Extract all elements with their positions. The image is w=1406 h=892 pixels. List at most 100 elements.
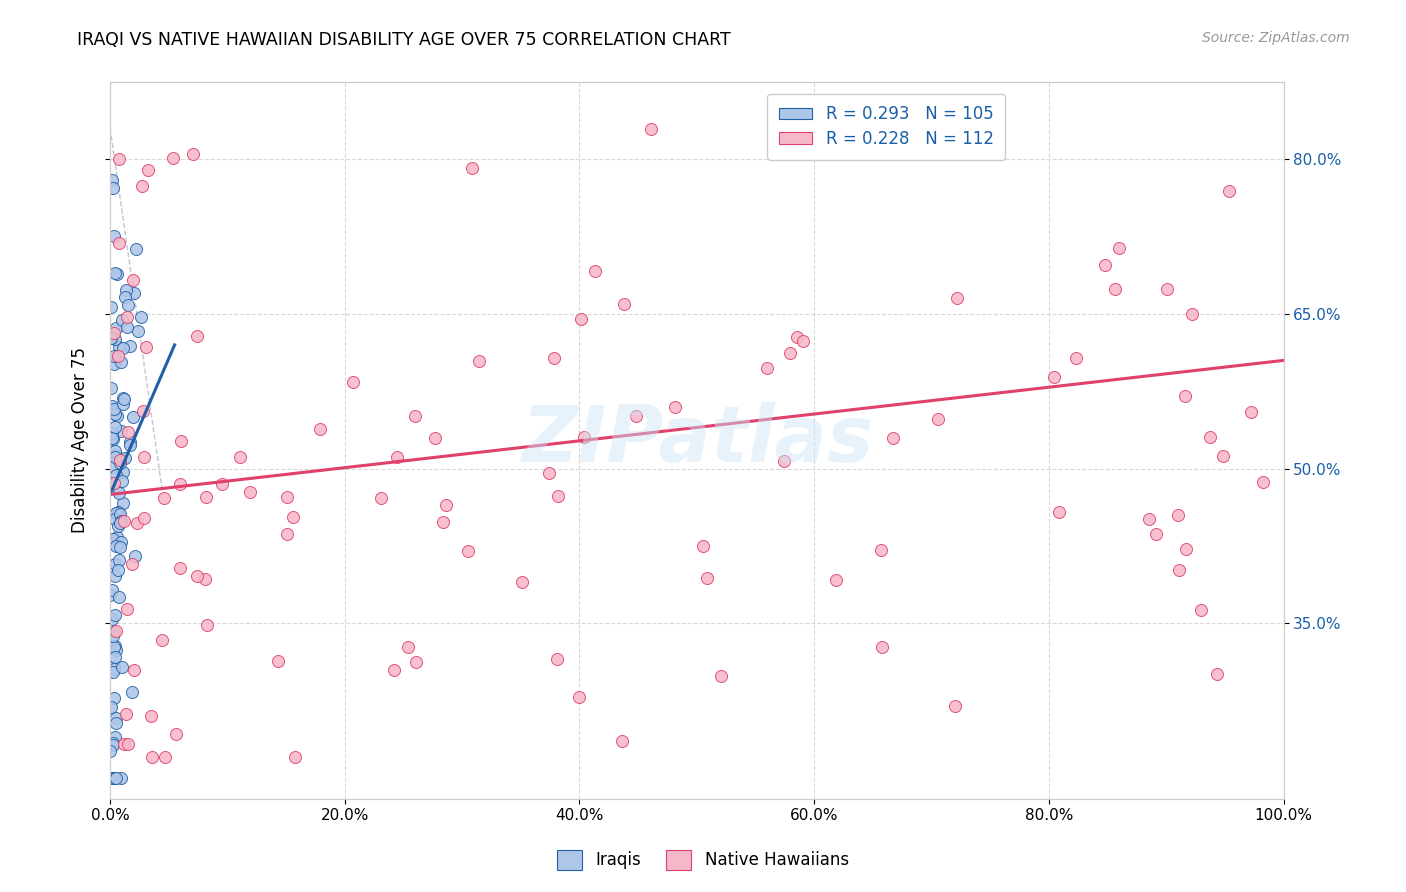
Point bbox=[101, 665, 124, 679]
Point bbox=[108, 457, 131, 471]
Point bbox=[169, 561, 191, 575]
Point bbox=[131, 404, 153, 418]
Point bbox=[107, 349, 129, 363]
Point bbox=[710, 669, 733, 683]
Point bbox=[110, 514, 132, 528]
Point bbox=[101, 404, 124, 418]
Point bbox=[101, 739, 124, 753]
Point bbox=[104, 608, 127, 623]
Point bbox=[104, 643, 127, 657]
Point bbox=[104, 649, 127, 664]
Point bbox=[139, 708, 162, 723]
Point bbox=[153, 750, 176, 764]
Point bbox=[1094, 258, 1116, 272]
Point bbox=[1175, 542, 1198, 557]
Point bbox=[100, 475, 122, 489]
Point bbox=[772, 454, 794, 468]
Point bbox=[114, 290, 136, 304]
Legend: Iraqis, Native Hawaiians: Iraqis, Native Hawaiians bbox=[551, 843, 855, 877]
Point bbox=[115, 310, 138, 324]
Point bbox=[101, 735, 124, 749]
Point bbox=[572, 430, 595, 444]
Point bbox=[114, 706, 136, 721]
Point bbox=[405, 656, 427, 670]
Point bbox=[946, 291, 969, 305]
Point bbox=[100, 380, 122, 394]
Point bbox=[110, 516, 132, 530]
Point bbox=[1211, 449, 1233, 463]
Point bbox=[568, 690, 591, 705]
Point bbox=[122, 663, 145, 677]
Point bbox=[103, 659, 125, 673]
Point bbox=[112, 341, 135, 355]
Point bbox=[100, 460, 122, 475]
Point bbox=[211, 476, 233, 491]
Point bbox=[127, 324, 149, 338]
Point bbox=[115, 602, 138, 616]
Point bbox=[100, 173, 122, 187]
Point bbox=[100, 431, 122, 445]
Point bbox=[108, 590, 131, 604]
Point bbox=[118, 339, 141, 353]
Point bbox=[100, 588, 122, 602]
Point bbox=[1198, 430, 1220, 444]
Point bbox=[111, 660, 134, 674]
Point bbox=[1108, 241, 1130, 255]
Point bbox=[107, 505, 129, 519]
Text: ZIPatlas: ZIPatlas bbox=[520, 402, 873, 478]
Point bbox=[104, 640, 127, 654]
Point bbox=[110, 452, 132, 467]
Point bbox=[100, 300, 122, 314]
Point bbox=[1251, 475, 1274, 489]
Point bbox=[111, 312, 134, 326]
Point bbox=[696, 571, 718, 585]
Point bbox=[104, 407, 127, 421]
Point bbox=[103, 690, 125, 705]
Point bbox=[105, 771, 128, 785]
Point bbox=[583, 263, 606, 277]
Point bbox=[105, 409, 128, 423]
Point bbox=[107, 267, 129, 281]
Point bbox=[1218, 184, 1240, 198]
Point bbox=[943, 698, 966, 713]
Point bbox=[101, 532, 124, 546]
Point bbox=[512, 574, 534, 589]
Point bbox=[108, 486, 131, 500]
Point bbox=[114, 284, 136, 298]
Point bbox=[170, 434, 193, 449]
Point bbox=[152, 491, 174, 505]
Point bbox=[100, 771, 122, 785]
Point bbox=[165, 727, 187, 741]
Point bbox=[107, 563, 129, 577]
Point bbox=[103, 640, 125, 654]
Point bbox=[121, 685, 143, 699]
Point bbox=[104, 450, 127, 465]
Point bbox=[457, 543, 479, 558]
Point bbox=[103, 662, 125, 676]
Point bbox=[103, 332, 125, 346]
Point bbox=[114, 451, 136, 466]
Point bbox=[1240, 405, 1263, 419]
Point bbox=[100, 744, 122, 758]
Point bbox=[547, 489, 569, 503]
Point bbox=[122, 409, 145, 424]
Point bbox=[195, 490, 218, 504]
Point bbox=[664, 401, 686, 415]
Point bbox=[124, 242, 146, 256]
Point bbox=[103, 357, 125, 371]
Point bbox=[382, 663, 405, 677]
Point bbox=[132, 450, 155, 464]
Point bbox=[396, 640, 419, 655]
Point bbox=[111, 475, 134, 489]
Point bbox=[136, 162, 159, 177]
Point bbox=[103, 625, 125, 640]
Point bbox=[385, 450, 408, 465]
Point bbox=[692, 539, 714, 553]
Point bbox=[135, 340, 157, 354]
Point bbox=[1156, 282, 1178, 296]
Point bbox=[870, 640, 893, 655]
Point bbox=[112, 397, 135, 411]
Point bbox=[104, 512, 127, 526]
Point bbox=[122, 273, 145, 287]
Point bbox=[1047, 505, 1070, 519]
